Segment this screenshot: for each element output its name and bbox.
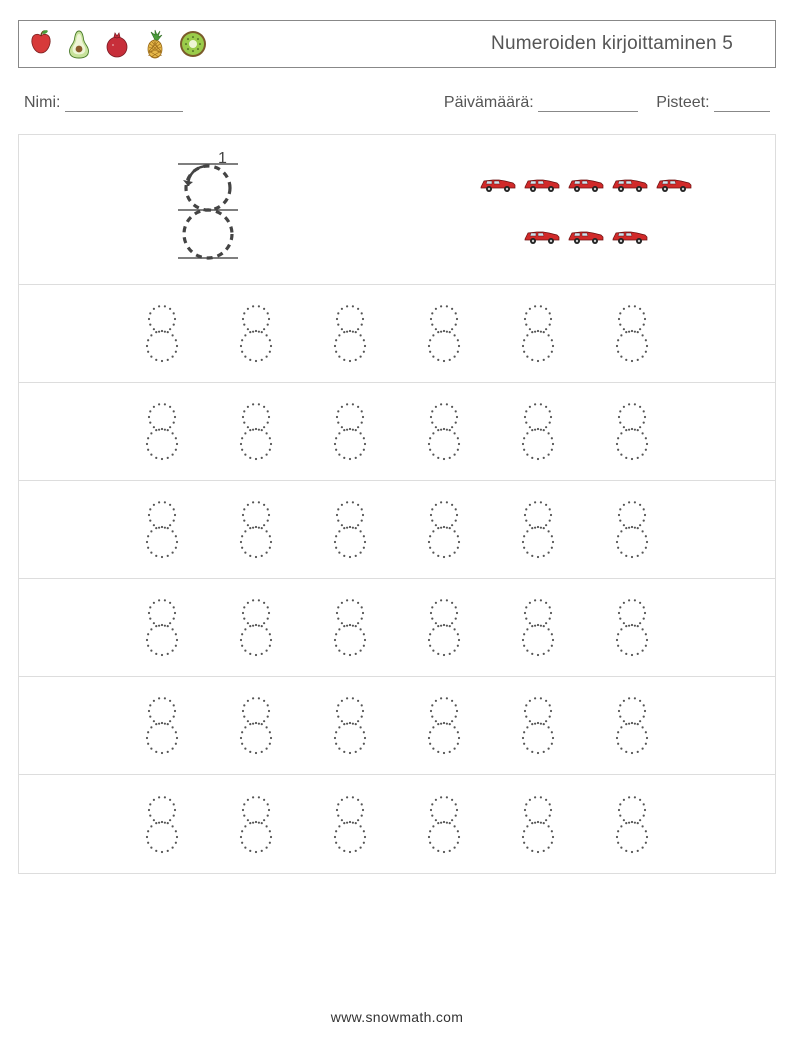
pineapple-icon (139, 28, 171, 60)
trace-eight-icon[interactable] (140, 402, 184, 461)
trace-eight-icon[interactable] (328, 500, 372, 559)
practice-row (19, 579, 775, 677)
practice-row (19, 383, 775, 481)
date-label: Päivämäärä: (444, 94, 534, 111)
trace-eight-icon[interactable] (234, 402, 278, 461)
car-row-2 (523, 227, 649, 245)
trace-eight-icon[interactable] (516, 500, 560, 559)
trace-eight-icon[interactable] (516, 795, 560, 854)
trace-eight-icon[interactable] (140, 500, 184, 559)
practice-row (19, 481, 775, 579)
fields-row: Nimi: Päivämäärä: Pisteet: (18, 94, 776, 112)
guide-eight-icon: 1 (148, 150, 268, 270)
trace-eight-icon[interactable] (234, 598, 278, 657)
worksheet-title: Numeroiden kirjoittaminen 5 (491, 33, 763, 55)
footer-url: www.snowmath.com (0, 1009, 794, 1025)
trace-eight-icon[interactable] (516, 304, 560, 363)
name-field: Nimi: (24, 94, 183, 112)
practice-row (19, 775, 775, 873)
car-icon (567, 227, 605, 245)
trace-eight-icon[interactable] (422, 598, 466, 657)
demo-row: 1 (19, 135, 775, 285)
trace-eight-icon[interactable] (328, 304, 372, 363)
pomegranate-icon (101, 28, 133, 60)
trace-eight-icon[interactable] (140, 696, 184, 755)
trace-eight-icon[interactable] (234, 304, 278, 363)
trace-eight-icon[interactable] (610, 696, 654, 755)
car-icon (479, 175, 517, 193)
guide-eight-cell: 1 (19, 135, 397, 284)
score-field: Pisteet: (656, 94, 770, 112)
car-icon (611, 227, 649, 245)
practice-row (19, 285, 775, 383)
trace-eight-icon[interactable] (422, 304, 466, 363)
trace-eight-icon[interactable] (140, 598, 184, 657)
trace-eight-icon[interactable] (328, 795, 372, 854)
name-blank[interactable] (65, 96, 183, 112)
car-icon (523, 175, 561, 193)
header: Numeroiden kirjoittaminen 5 (18, 20, 776, 68)
trace-eight-icon[interactable] (234, 795, 278, 854)
guide-step-label: 1 (218, 150, 227, 167)
trace-eight-icon[interactable] (516, 696, 560, 755)
trace-eight-icon[interactable] (610, 795, 654, 854)
kiwi-icon (177, 28, 209, 60)
fruit-row (25, 28, 209, 60)
score-blank[interactable] (714, 96, 770, 112)
car-row-1 (479, 175, 693, 193)
trace-eight-icon[interactable] (422, 402, 466, 461)
trace-eight-icon[interactable] (234, 696, 278, 755)
trace-eight-icon[interactable] (610, 402, 654, 461)
car-icon (567, 175, 605, 193)
date-field: Päivämäärä: (444, 94, 638, 112)
car-icon (523, 227, 561, 245)
score-label: Pisteet: (656, 94, 709, 111)
name-label: Nimi: (24, 94, 60, 111)
date-blank[interactable] (538, 96, 638, 112)
trace-eight-icon[interactable] (140, 304, 184, 363)
trace-eight-icon[interactable] (140, 795, 184, 854)
worksheet-grid: 1 (18, 134, 776, 874)
trace-eight-icon[interactable] (328, 598, 372, 657)
trace-eight-icon[interactable] (516, 402, 560, 461)
trace-eight-icon[interactable] (422, 696, 466, 755)
car-icon (655, 175, 693, 193)
apple-icon (25, 28, 57, 60)
trace-eight-icon[interactable] (610, 500, 654, 559)
trace-eight-icon[interactable] (328, 402, 372, 461)
trace-eight-icon[interactable] (234, 500, 278, 559)
trace-eight-icon[interactable] (422, 795, 466, 854)
trace-eight-icon[interactable] (516, 598, 560, 657)
trace-eight-icon[interactable] (328, 696, 372, 755)
trace-eight-icon[interactable] (610, 304, 654, 363)
practice-row (19, 677, 775, 775)
avocado-icon (63, 28, 95, 60)
trace-eight-icon[interactable] (610, 598, 654, 657)
counting-cell (397, 135, 775, 284)
trace-eight-icon[interactable] (422, 500, 466, 559)
car-icon (611, 175, 649, 193)
